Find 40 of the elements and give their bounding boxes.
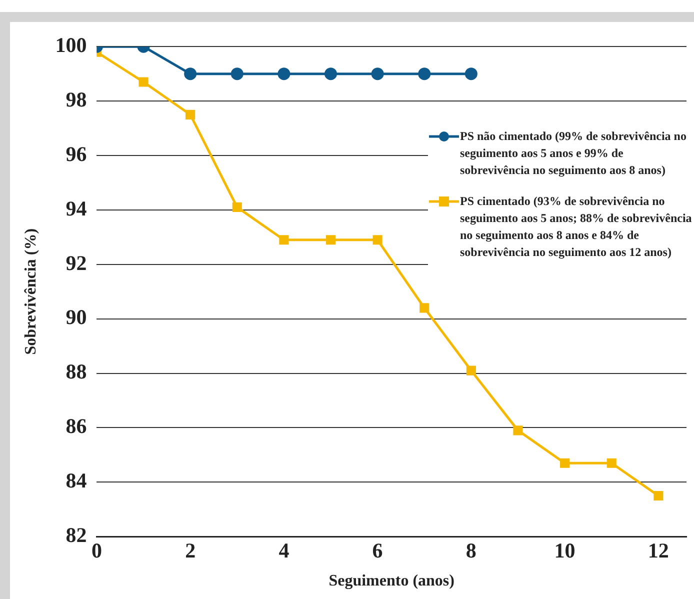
point (606, 458, 616, 468)
point (232, 202, 242, 212)
point (324, 68, 337, 80)
y-tick-label: 96 (66, 142, 87, 166)
point (420, 303, 430, 313)
y-tick-label: 86 (66, 414, 87, 438)
x-tick-label: 2 (185, 538, 196, 563)
point (466, 366, 476, 376)
point (418, 68, 431, 80)
y-axis-title: Sobrevivência (%) (22, 228, 40, 355)
y-tick-label: 88 (66, 360, 87, 384)
y-tick-label: 100 (55, 33, 87, 58)
y-tick-label: 98 (66, 87, 87, 112)
point (279, 235, 289, 245)
point (230, 68, 244, 80)
point (654, 490, 664, 501)
y-tick-label: 92 (66, 250, 87, 275)
point (138, 77, 148, 87)
y-tick-label: 82 (66, 523, 87, 548)
legend-label: PS cimentado (93% de sobrevivência no seguimento aos 5 anos; 88% de sobrevivência no seguimento aos 8 anos e 84% de sobrevivência no seguimento aos 12 anos) (460, 193, 692, 261)
x-tick-label: 8 (466, 538, 476, 563)
x-tick-label: 4 (278, 538, 290, 563)
y-tick-label: 94 (66, 196, 88, 220)
point (326, 235, 336, 245)
x-tick-label: 0 (91, 538, 102, 563)
point (184, 68, 197, 80)
point (560, 458, 570, 468)
point (372, 235, 382, 245)
y-tick-label: 90 (66, 305, 87, 330)
point (464, 68, 478, 80)
x-tick-label: 12 (648, 538, 669, 563)
point (513, 426, 523, 436)
x-tick-label: 10 (554, 538, 576, 563)
x-axis-title: Seguimento (anos) (328, 572, 454, 590)
point (371, 68, 384, 80)
x-tick-label: 6 (372, 538, 383, 563)
legend-label: PS não cimentado (99% de sobrevivência no seguimento aos 5 anos e 99% de sobrevivência no seguimento aos 8 anos) (460, 128, 688, 179)
point (278, 68, 290, 80)
point (186, 110, 196, 120)
y-tick-label: 84 (66, 468, 88, 493)
